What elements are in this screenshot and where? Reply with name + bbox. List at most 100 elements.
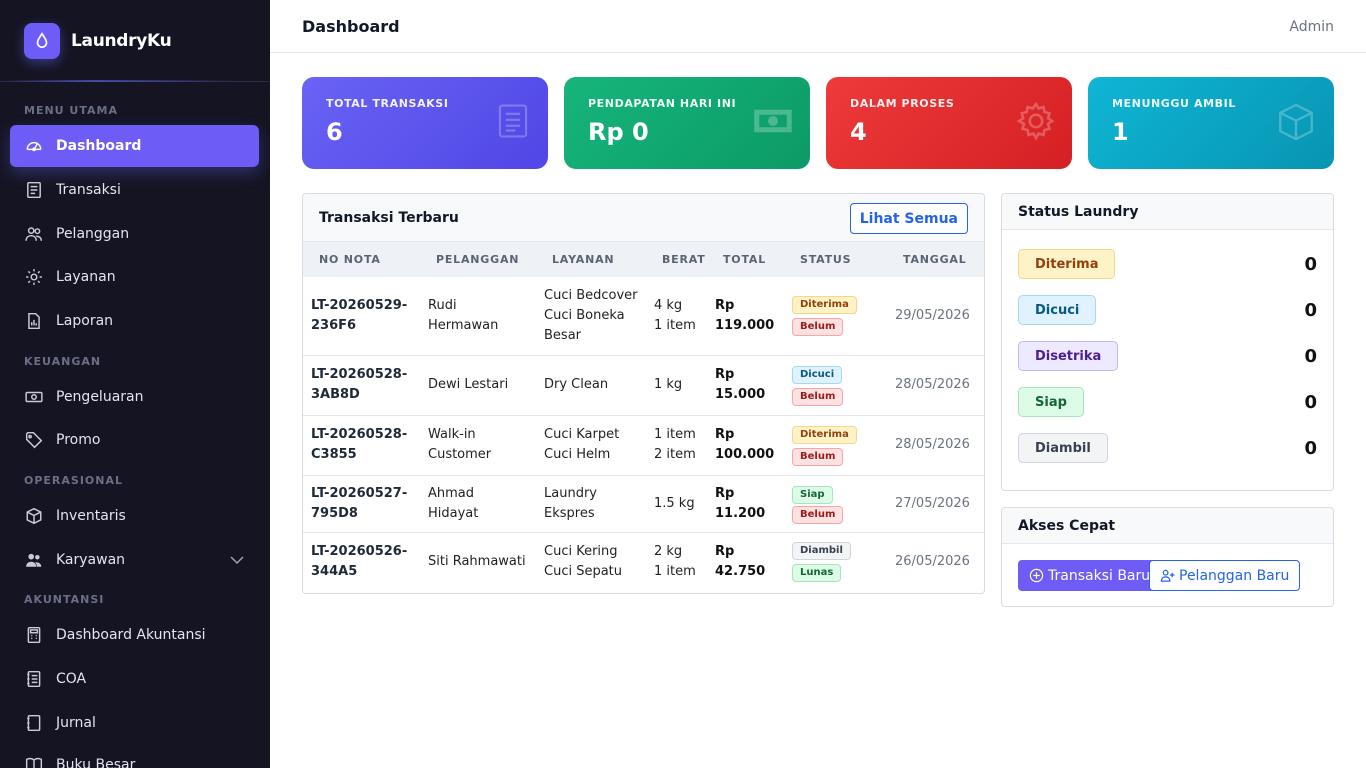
cell-date: 28/05/2026 xyxy=(887,415,984,476)
sidebar-item-label: Pengeluaran xyxy=(56,389,144,405)
table-row[interactable]: LT-20260528- 3AB8D Dewi Lestari Dry Clean 1 … xyxy=(303,355,984,416)
cell-customer: Walk-in Customer xyxy=(420,415,536,476)
stat-label: TOTAL TRANSAKSI xyxy=(326,97,449,110)
nota-number: LT-20260529- xyxy=(311,297,408,313)
cell-weight: 2 kg 1 item xyxy=(646,532,707,591)
table-row[interactable]: LT-20260527- 795D8 Ahmad Hidayat Laundry Eks… xyxy=(303,475,984,533)
panel-header: Transaksi Terbaru Lihat Semua xyxy=(303,194,984,242)
table-row[interactable]: LT-20260529- 236F6 Rudi Hermawan Cuci Bedco… xyxy=(303,277,984,356)
sidebar-item-label: Jurnal xyxy=(56,715,96,731)
sidebar-item-laporan[interactable]: Laporan xyxy=(10,300,259,342)
sidebar-item-dashboard[interactable]: Dashboard xyxy=(10,125,259,167)
sidebar-item-layanan[interactable]: Layanan xyxy=(10,256,259,298)
new-transaction-button[interactable]: Transaksi Baru xyxy=(1018,560,1162,591)
column-header[interactable]: TANGGAL xyxy=(887,242,984,277)
sidebar-item-label: Dashboard Akuntansi xyxy=(56,627,206,643)
total-value: Rp 15.000 xyxy=(715,367,766,402)
panel-header: Akses Cepat xyxy=(1002,508,1333,544)
stat-label: MENUNGGU AMBIL xyxy=(1112,97,1236,110)
total-value: Rp xyxy=(715,543,735,559)
sidebar-item-pelanggan[interactable]: Pelanggan xyxy=(10,213,259,255)
cell-status: Diterima Belum xyxy=(784,415,887,476)
customer-name: Customer xyxy=(428,447,492,462)
service-name: Laundry xyxy=(544,485,597,501)
cell-nota: LT-20260529- 236F6 xyxy=(303,277,420,356)
total-value: Rp xyxy=(715,297,735,313)
sidebar-item-transaksi[interactable]: Transaksi xyxy=(10,169,259,211)
service-name: Cuci Helm xyxy=(544,447,611,462)
nota-number: LT-20260527- xyxy=(311,485,408,501)
panel-title: Status Laundry xyxy=(1018,203,1139,220)
status-badge: Lunas xyxy=(792,564,842,583)
sidebar-item-karyawan[interactable]: Karyawan xyxy=(10,539,259,581)
table-header-row: NO NOTA PELANGGAN LAYANAN BERAT TOTAL ST… xyxy=(303,242,984,277)
book-icon xyxy=(24,755,44,768)
cell-customer: Dewi Lestari xyxy=(420,355,536,416)
weight-value: 1 item xyxy=(654,317,696,333)
column-header[interactable]: BERAT xyxy=(646,242,707,277)
view-all-button[interactable]: Lihat Semua xyxy=(849,203,968,234)
cell-total: Rp 15.000 xyxy=(707,355,784,416)
status-count: 0 xyxy=(1304,299,1317,321)
cell-weight: 1 item 2 item xyxy=(646,415,707,476)
nota-number: LT-20260526- xyxy=(311,543,408,559)
cell-status: Dicuci Belum xyxy=(784,355,887,416)
customer-name: Siti Rahmawati xyxy=(428,553,526,569)
chevron-down-icon[interactable] xyxy=(229,552,245,572)
new-customer-label: Pelanggan Baru xyxy=(1179,567,1290,584)
column-header[interactable]: STATUS xyxy=(784,242,887,277)
service-name: Cuci Bedcover xyxy=(544,287,638,303)
stat-card-dalam-proses: DALAM PROSES 4 xyxy=(826,77,1072,169)
page-title: Dashboard xyxy=(302,17,400,36)
sidebar-item-pengeluaran[interactable]: Pengeluaran xyxy=(10,376,259,418)
sidebar-item-promo[interactable]: Promo xyxy=(10,419,259,461)
sidebar-item-label: Inventaris xyxy=(56,508,126,524)
cell-weight: 1.5 kg xyxy=(646,475,707,533)
speedometer-icon xyxy=(24,136,44,156)
cell-service: Cuci Kering Cuci Sepatu xyxy=(536,532,646,591)
gear-icon xyxy=(1016,101,1056,145)
cell-weight: 4 kg 1 item xyxy=(646,277,707,356)
new-transaction-label: Transaksi Baru xyxy=(1048,567,1151,584)
nav-section-akuntansi: AKUNTANSI xyxy=(24,593,105,606)
stat-value: 1 xyxy=(1112,118,1129,146)
column-header[interactable]: TOTAL xyxy=(707,242,784,277)
status-badge: Belum xyxy=(792,447,844,466)
brand[interactable]: LaundryKu xyxy=(0,0,270,82)
cell-nota: LT-20260528- 3AB8D xyxy=(303,355,420,416)
cell-total: Rp 119.000 xyxy=(707,277,784,356)
stat-card-menunggu-ambil: MENUNGGU AMBIL 1 xyxy=(1088,77,1334,169)
sidebar: LaundryKu MENU UTAMA Dashboard Transaksi… xyxy=(0,0,270,768)
sidebar-item-buku-besar[interactable]: Buku Besar xyxy=(10,744,259,768)
weight-value: 4 kg xyxy=(654,297,683,313)
status-badge: Diterima xyxy=(792,296,857,315)
nota-number: 3AB8D xyxy=(311,387,360,402)
status-badge: Dicuci xyxy=(792,365,843,384)
service-name: Cuci Sepatu xyxy=(544,563,623,579)
customer-name: Ahmad Hidayat xyxy=(428,485,479,521)
tag-icon xyxy=(24,430,44,450)
status-pill: Disetrika xyxy=(1018,341,1119,371)
box-icon xyxy=(1274,101,1318,147)
sidebar-item-coa[interactable]: COA xyxy=(10,658,259,700)
cell-date: 29/05/2026 xyxy=(887,277,984,356)
user-menu[interactable]: Admin xyxy=(1289,19,1334,35)
column-header[interactable]: PELANGGAN xyxy=(420,242,536,277)
new-customer-button[interactable]: Pelanggan Baru xyxy=(1149,560,1301,591)
panel-title: Transaksi Terbaru xyxy=(319,209,459,226)
table-row[interactable]: LT-20260528- C3855 Walk-in Customer Cuci Kar… xyxy=(303,415,984,476)
service-name: Ekspres xyxy=(544,505,595,521)
status-pill: Siap xyxy=(1018,387,1084,417)
stat-card-pendapatan: PENDAPATAN HARI INI Rp 0 xyxy=(564,77,810,169)
column-header[interactable]: LAYANAN xyxy=(536,242,646,277)
receipt-icon xyxy=(24,180,44,200)
sidebar-item-dashboard-akuntansi[interactable]: Dashboard Akuntansi xyxy=(10,614,259,656)
sidebar-item-inventaris[interactable]: Inventaris xyxy=(10,495,259,537)
status-badge: Belum xyxy=(792,318,844,337)
table-row[interactable]: LT-20260526- 344A5 Siti Rahmawati Cuci Keri… xyxy=(303,532,984,591)
stat-label: DALAM PROSES xyxy=(850,97,955,110)
status-pill: Diambil xyxy=(1018,433,1108,463)
column-header[interactable]: NO NOTA xyxy=(303,242,420,277)
sidebar-item-jurnal[interactable]: Jurnal xyxy=(10,702,259,744)
status-count: 0 xyxy=(1304,391,1317,413)
